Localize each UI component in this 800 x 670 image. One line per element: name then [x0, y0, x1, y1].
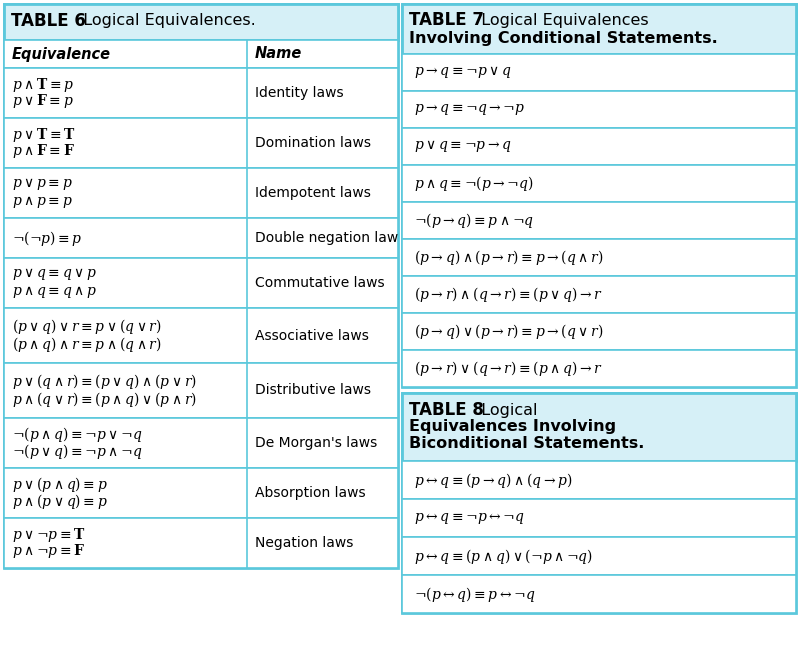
- Text: Biconditional Statements.: Biconditional Statements.: [409, 436, 644, 450]
- Bar: [402, 537, 796, 575]
- Bar: [402, 128, 796, 165]
- Text: $\neg(p \vee q) \equiv \neg p \wedge \neg q$: $\neg(p \vee q) \equiv \neg p \wedge \ne…: [12, 442, 142, 461]
- Text: Logical Equivalences.: Logical Equivalences.: [73, 13, 256, 29]
- Text: $p \wedge q \equiv \neg(p \rightarrow \neg q)$: $p \wedge q \equiv \neg(p \rightarrow \n…: [414, 174, 534, 193]
- Text: $\neg(p \leftrightarrow q) \equiv p \leftrightarrow \neg q$: $\neg(p \leftrightarrow q) \equiv p \lef…: [414, 584, 536, 604]
- Bar: [4, 518, 398, 568]
- Text: $(p \rightarrow q) \wedge (p \rightarrow r) \equiv p \rightarrow (q \wedge r)$: $(p \rightarrow q) \wedge (p \rightarrow…: [414, 248, 603, 267]
- Text: $(p \vee q) \vee r \equiv p \vee (q \vee r)$: $(p \vee q) \vee r \equiv p \vee (q \vee…: [12, 317, 162, 336]
- Text: $p \vee \neg p \equiv \mathbf{T}$: $p \vee \neg p \equiv \mathbf{T}$: [12, 525, 86, 543]
- Bar: [402, 91, 796, 128]
- Bar: [402, 4, 796, 54]
- Bar: [402, 276, 796, 313]
- Text: $p \vee q \equiv q \vee p$: $p \vee q \equiv q \vee p$: [12, 267, 97, 283]
- Text: $p \vee p \equiv p$: $p \vee p \equiv p$: [12, 176, 73, 192]
- Bar: [402, 461, 796, 499]
- Text: $p \wedge p \equiv p$: $p \wedge p \equiv p$: [12, 194, 73, 210]
- Bar: [4, 218, 398, 258]
- Bar: [4, 4, 398, 568]
- Bar: [4, 4, 398, 40]
- Text: $p \wedge \mathbf{T} \equiv p$: $p \wedge \mathbf{T} \equiv p$: [12, 76, 74, 94]
- Text: $p \vee (p \wedge q) \equiv p$: $p \vee (p \wedge q) \equiv p$: [12, 475, 108, 494]
- Bar: [402, 54, 796, 91]
- Text: Equivalences Involving: Equivalences Involving: [409, 419, 616, 433]
- Text: $p \leftrightarrow q \equiv \neg p \leftrightarrow \neg q$: $p \leftrightarrow q \equiv \neg p \left…: [414, 511, 525, 525]
- Text: $p \wedge (q \vee r) \equiv (p \wedge q) \vee (p \wedge r)$: $p \wedge (q \vee r) \equiv (p \wedge q)…: [12, 391, 197, 409]
- Text: TABLE 8: TABLE 8: [409, 401, 484, 419]
- Text: $(p \rightarrow r) \wedge (q \rightarrow r) \equiv (p \vee q) \rightarrow r$: $(p \rightarrow r) \wedge (q \rightarrow…: [414, 285, 603, 304]
- Bar: [4, 258, 398, 308]
- Bar: [4, 363, 398, 418]
- Text: $p \rightarrow q \equiv \neg q \rightarrow \neg p$: $p \rightarrow q \equiv \neg q \rightarr…: [414, 102, 525, 117]
- Text: $p \wedge (p \vee q) \equiv p$: $p \wedge (p \vee q) \equiv p$: [12, 492, 108, 511]
- Bar: [402, 499, 796, 537]
- Bar: [402, 393, 796, 461]
- Text: $\neg(\neg p) \equiv p$: $\neg(\neg p) \equiv p$: [12, 228, 82, 247]
- Text: $(p \rightarrow r) \vee (q \rightarrow r) \equiv (p \wedge q) \rightarrow r$: $(p \rightarrow r) \vee (q \rightarrow r…: [414, 359, 603, 378]
- Text: Idempotent laws: Idempotent laws: [255, 186, 371, 200]
- Text: $\neg(p \rightarrow q) \equiv p \wedge \neg q$: $\neg(p \rightarrow q) \equiv p \wedge \…: [414, 211, 534, 230]
- Text: Identity laws: Identity laws: [255, 86, 344, 100]
- Text: Logical Equivalences: Logical Equivalences: [471, 13, 649, 27]
- Text: $(p \rightarrow q) \vee (p \rightarrow r) \equiv p \rightarrow (q \vee r)$: $(p \rightarrow q) \vee (p \rightarrow r…: [414, 322, 603, 341]
- Text: $p \wedge \neg p \equiv \mathbf{F}$: $p \wedge \neg p \equiv \mathbf{F}$: [12, 543, 86, 561]
- Bar: [402, 239, 796, 276]
- Bar: [402, 165, 796, 202]
- Text: Domination laws: Domination laws: [255, 136, 371, 150]
- Text: $p \vee (q \wedge r) \equiv (p \vee q) \wedge (p \vee r)$: $p \vee (q \wedge r) \equiv (p \vee q) \…: [12, 372, 197, 391]
- Text: Equivalence: Equivalence: [12, 46, 111, 62]
- Text: $p \leftrightarrow q \equiv (p \wedge q) \vee (\neg p \wedge \neg q)$: $p \leftrightarrow q \equiv (p \wedge q)…: [414, 547, 593, 565]
- Text: $p \leftrightarrow q \equiv (p \rightarrow q) \wedge (q \rightarrow p)$: $p \leftrightarrow q \equiv (p \rightarr…: [414, 470, 573, 490]
- Text: Associative laws: Associative laws: [255, 328, 369, 342]
- Bar: [4, 68, 398, 118]
- Text: $p \vee q \equiv \neg p \rightarrow q$: $p \vee q \equiv \neg p \rightarrow q$: [414, 139, 512, 155]
- Text: Negation laws: Negation laws: [255, 536, 354, 550]
- Text: Double negation law: Double negation law: [255, 231, 398, 245]
- Text: Distributive laws: Distributive laws: [255, 383, 371, 397]
- Text: Absorption laws: Absorption laws: [255, 486, 366, 500]
- Bar: [402, 202, 796, 239]
- Bar: [4, 168, 398, 218]
- Text: TABLE 6: TABLE 6: [11, 12, 86, 30]
- Text: $p \vee \mathbf{F} \equiv p$: $p \vee \mathbf{F} \equiv p$: [12, 92, 74, 111]
- Text: Name: Name: [255, 46, 302, 62]
- Bar: [4, 468, 398, 518]
- Bar: [402, 4, 796, 387]
- Bar: [402, 575, 796, 613]
- Text: $p \wedge \mathbf{F} \equiv \mathbf{F}$: $p \wedge \mathbf{F} \equiv \mathbf{F}$: [12, 143, 74, 161]
- Text: $p \wedge q \equiv q \wedge p$: $p \wedge q \equiv q \wedge p$: [12, 283, 97, 299]
- Text: $(p \wedge q) \wedge r \equiv p \wedge (q \wedge r)$: $(p \wedge q) \wedge r \equiv p \wedge (…: [12, 336, 162, 354]
- Bar: [4, 118, 398, 168]
- Bar: [402, 350, 796, 387]
- Text: Involving Conditional Statements.: Involving Conditional Statements.: [409, 31, 718, 46]
- Text: De Morgan's laws: De Morgan's laws: [255, 436, 378, 450]
- Bar: [402, 313, 796, 350]
- Bar: [4, 418, 398, 468]
- Text: Commutative laws: Commutative laws: [255, 276, 385, 290]
- Text: $p \vee \mathbf{T} \equiv \mathbf{T}$: $p \vee \mathbf{T} \equiv \mathbf{T}$: [12, 125, 76, 143]
- Bar: [402, 393, 796, 613]
- Text: TABLE 7: TABLE 7: [409, 11, 484, 29]
- Text: $\neg(p \wedge q) \equiv \neg p \vee \neg q$: $\neg(p \wedge q) \equiv \neg p \vee \ne…: [12, 425, 142, 444]
- Bar: [4, 40, 398, 68]
- Text: Logical: Logical: [471, 403, 538, 417]
- Text: $p \rightarrow q \equiv \neg p \vee q$: $p \rightarrow q \equiv \neg p \vee q$: [414, 64, 512, 80]
- Bar: [4, 308, 398, 363]
